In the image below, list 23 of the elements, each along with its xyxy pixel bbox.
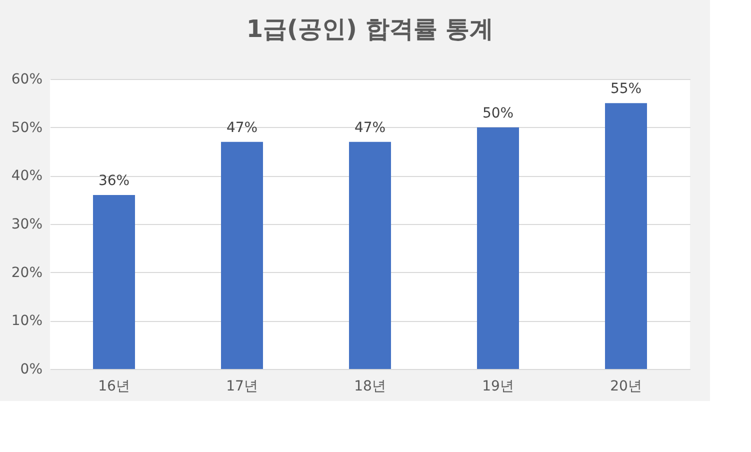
x-tick-label: 19년	[482, 378, 514, 394]
data-label: 36%	[98, 173, 130, 189]
bar	[349, 142, 391, 369]
y-tick-label: 40%	[11, 168, 42, 184]
data-label: 55%	[610, 81, 642, 98]
y-tick-label: 10%	[11, 313, 42, 330]
bar	[221, 142, 263, 369]
bar	[605, 103, 647, 369]
y-tick-label: 30%	[11, 216, 42, 232]
x-tick-label: 20년	[610, 378, 642, 394]
y-tick-label: 0%	[20, 362, 42, 378]
y-tick-label: 50%	[11, 120, 42, 136]
x-tick-label: 18년	[354, 378, 386, 394]
bar	[477, 127, 519, 369]
data-label: 50%	[482, 105, 514, 122]
y-tick-label: 20%	[11, 264, 42, 281]
data-label: 47%	[226, 120, 258, 136]
y-tick-label: 60%	[11, 72, 42, 88]
bar	[93, 195, 135, 369]
x-tick-label: 16년	[98, 378, 130, 394]
data-label: 47%	[354, 120, 386, 136]
x-tick-label: 17년	[226, 378, 258, 394]
chart-title: 1급(공인) 합격률 통계	[246, 15, 494, 43]
